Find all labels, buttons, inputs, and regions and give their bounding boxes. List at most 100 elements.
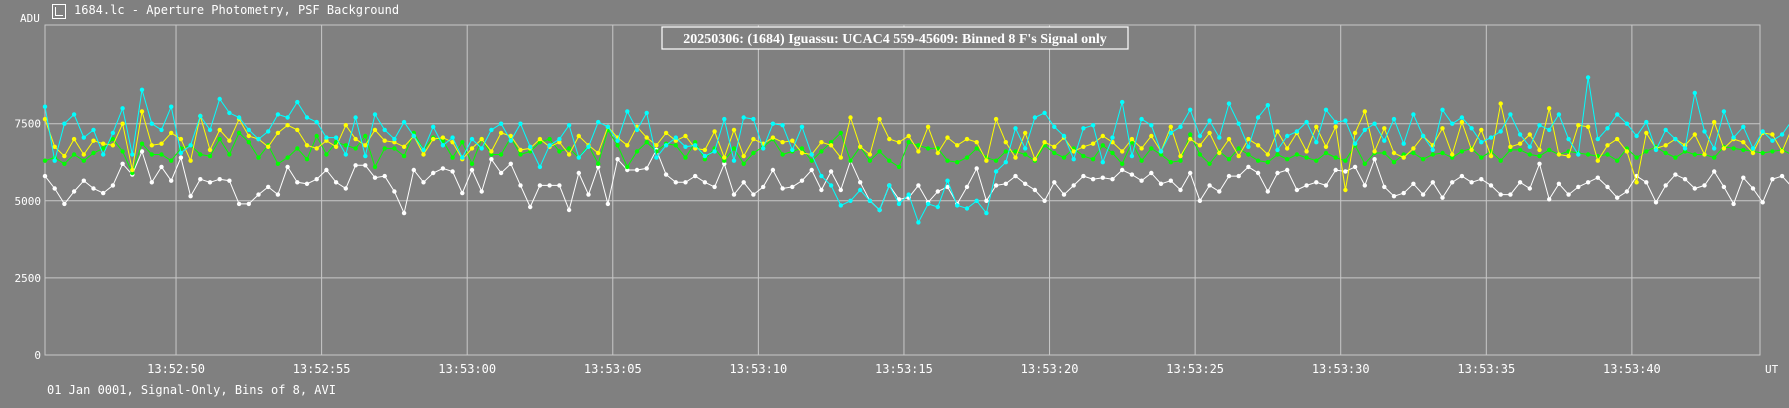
data-point: [1450, 180, 1455, 185]
data-point: [731, 192, 737, 197]
data-point: [217, 127, 222, 133]
data-point: [1013, 155, 1018, 160]
data-point: [1479, 140, 1484, 145]
data-point: [62, 201, 67, 207]
data-point: [1741, 124, 1746, 129]
data-point: [1779, 173, 1785, 179]
data-point: [945, 158, 950, 163]
data-point: [450, 155, 455, 160]
data-point: [702, 157, 708, 162]
data-point: [1547, 106, 1552, 111]
data-point: [1265, 160, 1271, 165]
data-point: [1517, 132, 1523, 137]
data-point: [1362, 183, 1368, 188]
data-point: [906, 192, 911, 197]
x-tick-label: 13:53:20: [1021, 362, 1079, 376]
data-point: [644, 166, 649, 171]
data-point: [1226, 136, 1232, 142]
data-point: [372, 175, 378, 180]
title-bar[interactable]: 1684.lc - Aperture Photometry, PSF Backg…: [0, 0, 1789, 22]
data-point: [343, 143, 348, 148]
data-point: [1090, 177, 1096, 182]
data-point: [1100, 143, 1106, 148]
data-point: [557, 136, 562, 142]
data-point: [139, 109, 145, 114]
data-point: [867, 152, 873, 157]
data-point: [974, 166, 979, 171]
data-point: [1508, 192, 1513, 197]
data-point: [130, 167, 135, 173]
data-point: [1479, 177, 1484, 182]
data-point: [81, 178, 87, 183]
data-point: [421, 152, 426, 157]
data-point: [1129, 172, 1135, 177]
data-point: [702, 147, 708, 153]
data-point: [1411, 150, 1416, 156]
data-point: [1304, 155, 1309, 160]
data-point: [867, 158, 873, 163]
data-point: [993, 116, 999, 122]
data-point: [1120, 99, 1125, 105]
data-point: [275, 161, 281, 166]
data-point: [1081, 153, 1086, 159]
data-point: [1226, 173, 1232, 179]
data-point: [1663, 150, 1668, 156]
data-point: [1226, 101, 1232, 106]
data-point: [1527, 152, 1533, 157]
data-point: [1712, 169, 1717, 174]
data-point: [1401, 141, 1406, 146]
data-point: [993, 169, 999, 174]
data-point: [1673, 155, 1678, 160]
data-point: [1090, 157, 1096, 162]
data-point: [1420, 192, 1426, 197]
data-point: [401, 119, 407, 125]
data-point: [780, 152, 785, 157]
data-point: [159, 164, 164, 170]
data-point: [1343, 187, 1348, 193]
data-point: [149, 143, 154, 148]
grid: 0 2500 5000 7500 13:52:50 13:52:55 13:53:00 13:…: [15, 24, 1761, 376]
data-point: [1624, 149, 1630, 154]
x-tick-label: 13:53:40: [1603, 362, 1661, 376]
data-point: [1149, 170, 1154, 176]
data-point: [1692, 132, 1698, 137]
data-point: [498, 121, 504, 126]
data-point: [1110, 150, 1115, 156]
data-point: [1566, 153, 1571, 159]
data-point: [498, 130, 504, 136]
data-point: [1401, 190, 1406, 196]
data-point: [1042, 198, 1047, 203]
data-point: [925, 124, 931, 129]
data-point: [605, 124, 611, 129]
data-point: [1731, 146, 1736, 151]
data-point: [1294, 187, 1300, 193]
data-point: [1304, 183, 1309, 188]
data-point: [1352, 130, 1358, 136]
data-point: [120, 161, 125, 166]
data-point: [1061, 192, 1067, 197]
data-point: [333, 180, 339, 185]
data-point: [1595, 158, 1601, 163]
data-point: [314, 177, 319, 182]
series-3: [42, 101, 1789, 193]
plot-frame: [44, 24, 1761, 356]
data-point: [518, 121, 523, 126]
data-point: [469, 146, 475, 151]
data-point: [246, 127, 251, 133]
data-point: [508, 138, 513, 143]
data-point: [1061, 155, 1067, 160]
data-point: [91, 138, 96, 143]
data-point: [479, 189, 484, 194]
data-point: [1110, 135, 1115, 140]
data-point: [508, 161, 513, 166]
data-point: [1450, 152, 1455, 157]
data-point: [1779, 132, 1785, 137]
x-tick-label: 13:53:05: [584, 362, 642, 376]
data-point: [1488, 183, 1494, 188]
data-point: [1207, 183, 1212, 188]
data-point: [1440, 126, 1445, 131]
data-point: [838, 155, 843, 160]
data-point: [1653, 200, 1659, 205]
data-point: [149, 152, 154, 157]
